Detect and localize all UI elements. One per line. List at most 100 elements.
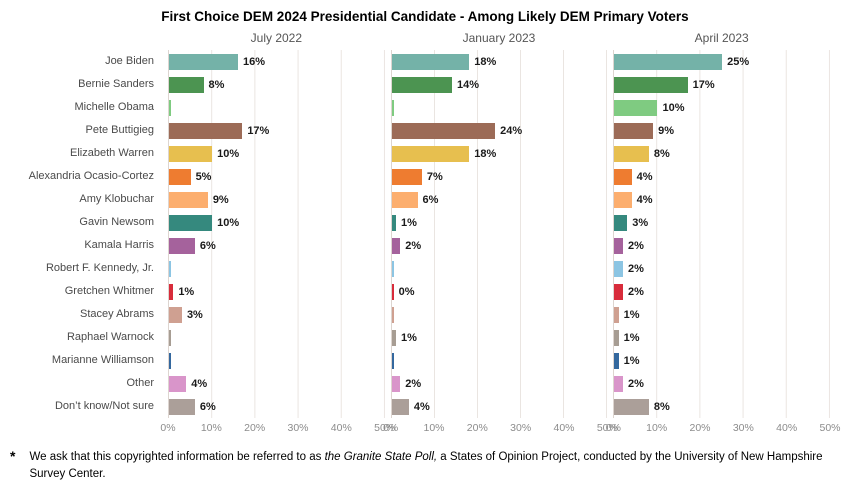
- bar-value-label: 10%: [217, 216, 240, 229]
- bar-value-label: 4%: [636, 170, 653, 183]
- axis-tick-label: 0%: [160, 422, 176, 434]
- axis-tick-label: 20%: [466, 422, 488, 434]
- candidate-label-robert-f-kennedy-jr: Robert F. Kennedy, Jr.: [45, 262, 154, 274]
- axis-tick-label: 0%: [383, 422, 399, 434]
- bar-value-label: 9%: [212, 193, 229, 206]
- bar-cell-panel-1-gavin-newsom: 10%: [168, 211, 385, 234]
- bar-value-label: 1%: [623, 308, 640, 321]
- bar-cell-panel-2-bernie-sanders: 14%: [390, 73, 608, 96]
- x-axis-panel-3: 0% 10% 20% 30% 40% 50%: [606, 418, 841, 441]
- candidate-label-elizabeth-warren: Elizabeth Warren: [70, 147, 154, 159]
- footnote-text: We ask that this copyrighted information…: [29, 449, 829, 482]
- candidate-label-kamala-harris: Kamala Harris: [84, 239, 154, 251]
- bar-cell-panel-1-other: 4%: [168, 372, 385, 395]
- bar-cell-panel-2-amy-klobuchar: 6%: [390, 188, 608, 211]
- panel-header-april-2023: April 2023: [694, 31, 749, 45]
- panel-header-january-2023: January 2023: [462, 31, 536, 45]
- bar-cell-panel-2-pete-buttigieg: 24%: [390, 119, 608, 142]
- bar-value-label: 2%: [627, 262, 644, 275]
- bar-value-label: 6%: [199, 239, 216, 252]
- candidate-label-amy-klobuchar: Amy Klobuchar: [79, 193, 154, 205]
- bar-amy-klobuchar: [614, 191, 632, 208]
- bar-alexandria-ocasio-cortez: [169, 168, 191, 185]
- bar-stacey-abrams: [169, 306, 182, 323]
- bar-cell-panel-1-marianne-williamson: [168, 349, 385, 372]
- axis-tick-label: 20%: [244, 422, 266, 434]
- bar-cell-panel-3-bernie-sanders: 17%: [613, 73, 830, 96]
- bar-gavin-newsom: [169, 214, 213, 231]
- bar-cell-panel-3-pete-buttigieg: 9%: [613, 119, 830, 142]
- bar-bernie-sanders: [614, 76, 688, 93]
- bar-value-label: 18%: [474, 147, 497, 160]
- bar-cell-panel-3-michelle-obama: 10%: [613, 96, 830, 119]
- bar-other: [614, 375, 623, 392]
- axis-tick-label: 50%: [596, 422, 618, 434]
- bar-bernie-sanders: [391, 76, 453, 93]
- bar-value-label: 16%: [243, 55, 266, 68]
- bar-cell-panel-1-michelle-obama: [168, 96, 385, 119]
- bar-gavin-newsom: [391, 214, 396, 231]
- bar-don-t-know-not-sure: [614, 398, 649, 415]
- candidate-label-michelle-obama: Michelle Obama: [74, 101, 154, 113]
- axis-tick-label: 50%: [819, 422, 841, 434]
- bar-cell-panel-3-other: 2%: [613, 372, 830, 395]
- bar-pete-buttigieg: [169, 122, 243, 139]
- bar-raphael-warnock: [614, 329, 619, 346]
- bar-cell-panel-3-don-t-know-not-sure: 8%: [613, 395, 830, 418]
- bar-cell-panel-2-gretchen-whitmer: 0%: [390, 280, 608, 303]
- bar-value-label: 0%: [398, 285, 415, 298]
- bar-joe-biden: [614, 53, 723, 70]
- candidate-label-alexandria-ocasio-cortez: Alexandria Ocasio-Cortez: [28, 170, 154, 182]
- bar-cell-panel-1-joe-biden: 16%: [168, 50, 385, 73]
- bar-cell-panel-1-alexandria-ocasio-cortez: 5%: [168, 165, 385, 188]
- bar-cell-panel-2-marianne-williamson: [390, 349, 608, 372]
- bar-cell-panel-1-amy-klobuchar: 9%: [168, 188, 385, 211]
- bar-value-label: 8%: [208, 78, 225, 91]
- bar-bernie-sanders: [169, 76, 204, 93]
- bar-value-label: 1%: [178, 285, 195, 298]
- bar-cell-panel-1-don-t-know-not-sure: 6%: [168, 395, 385, 418]
- bar-value-label: 8%: [653, 400, 670, 413]
- bar-cell-panel-2-elizabeth-warren: 18%: [390, 142, 608, 165]
- bar-amy-klobuchar: [169, 191, 208, 208]
- bar-cell-panel-2-robert-f-kennedy-jr: [390, 257, 608, 280]
- candidate-label-gretchen-whitmer: Gretchen Whitmer: [64, 285, 154, 297]
- x-axis-panel-1: 0% 10% 20% 30% 40% 50%: [160, 418, 395, 441]
- panel-header-july-2022: July 2022: [250, 31, 303, 45]
- bar-elizabeth-warren: [391, 145, 470, 162]
- bar-alexandria-ocasio-cortez: [391, 168, 422, 185]
- bar-cell-panel-2-don-t-know-not-sure: 4%: [390, 395, 608, 418]
- bar-cell-panel-2-gavin-newsom: 1%: [390, 211, 608, 234]
- bar-value-label: 1%: [623, 354, 640, 367]
- axis-tick-label: 20%: [689, 422, 711, 434]
- bar-elizabeth-warren: [614, 145, 649, 162]
- bar-cell-panel-3-joe-biden: 25%: [613, 50, 830, 73]
- bar-value-label: 2%: [405, 239, 422, 252]
- bar-cell-panel-2-stacey-abrams: [390, 303, 608, 326]
- bar-value-label: 5%: [195, 170, 212, 183]
- bar-value-label: 6%: [199, 400, 216, 413]
- bar-value-label: 3%: [632, 216, 649, 229]
- footnote-text-suffix: a States of Opinion Project, conducted b…: [29, 451, 823, 480]
- bar-elizabeth-warren: [169, 145, 213, 162]
- footnote-text-italic: the Granite State Poll,: [324, 451, 438, 463]
- bar-value-label: 10%: [217, 147, 240, 160]
- chart-grid: July 2022 January 2023 April 2023 Joe Bi…: [0, 27, 850, 441]
- bar-value-label: 4%: [191, 377, 208, 390]
- bar-cell-panel-3-marianne-williamson: 1%: [613, 349, 830, 372]
- bar-don-t-know-not-sure: [169, 398, 195, 415]
- bar-value-label: 2%: [627, 377, 644, 390]
- bar-don-t-know-not-sure: [391, 398, 409, 415]
- axis-tick-label: 40%: [553, 422, 575, 434]
- bar-cell-panel-3-gretchen-whitmer: 2%: [613, 280, 830, 303]
- bar-value-label: 1%: [400, 331, 417, 344]
- bar-cell-panel-3-stacey-abrams: 1%: [613, 303, 830, 326]
- bar-cell-panel-3-elizabeth-warren: 8%: [613, 142, 830, 165]
- candidate-label-gavin-newsom: Gavin Newsom: [79, 216, 154, 228]
- header-spacer: [2, 27, 162, 50]
- bar-cell-panel-1-gretchen-whitmer: 1%: [168, 280, 385, 303]
- axis-tick-label: 0%: [605, 422, 621, 434]
- bar-value-label: 3%: [186, 308, 203, 321]
- bar-cell-panel-1-kamala-harris: 6%: [168, 234, 385, 257]
